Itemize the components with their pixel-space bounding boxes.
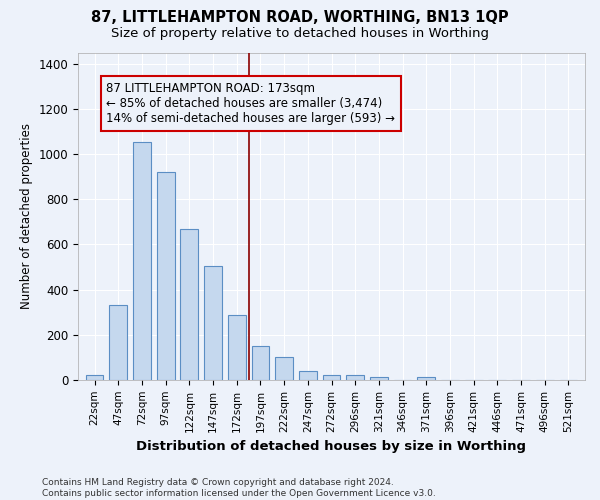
Bar [157,172,175,380]
Text: 87, LITTLEHAMPTON ROAD, WORTHING, BN13 1QP: 87, LITTLEHAMPTON ROAD, WORTHING, BN13 1… [91,10,509,25]
Bar [86,375,103,380]
Text: Contains HM Land Registry data © Crown copyright and database right 2024.
Contai: Contains HM Land Registry data © Crown c… [42,478,436,498]
Bar [323,375,340,380]
Bar [204,266,222,380]
Bar [299,372,317,380]
Bar [346,375,364,380]
Y-axis label: Number of detached properties: Number of detached properties [20,123,33,309]
Bar [109,306,127,380]
Bar [133,142,151,380]
Bar [275,358,293,380]
Text: 87 LITTLEHAMPTON ROAD: 173sqm
← 85% of detached houses are smaller (3,474)
14% o: 87 LITTLEHAMPTON ROAD: 173sqm ← 85% of d… [106,82,395,125]
Bar [418,378,435,380]
X-axis label: Distribution of detached houses by size in Worthing: Distribution of detached houses by size … [137,440,527,453]
Bar [181,228,198,380]
Bar [228,315,245,380]
Bar [251,346,269,380]
Text: Size of property relative to detached houses in Worthing: Size of property relative to detached ho… [111,28,489,40]
Bar [370,378,388,380]
